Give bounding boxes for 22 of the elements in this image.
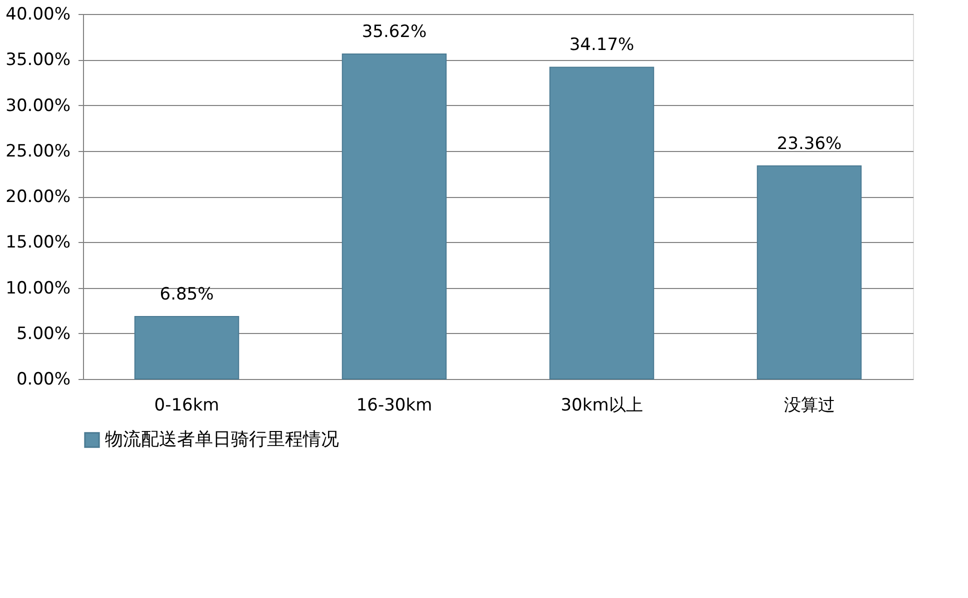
bar xyxy=(134,316,240,380)
data-label: 35.62% xyxy=(362,22,427,42)
x-tick-label: 没算过 xyxy=(784,396,835,416)
y-tick-label: 20.00% xyxy=(6,187,70,207)
x-tick-label: 16-30km xyxy=(356,396,432,416)
y-tick-label: 10.00% xyxy=(6,278,70,298)
data-label: 6.85% xyxy=(160,284,214,304)
y-tick-label: 15.00% xyxy=(6,232,70,253)
data-label: 23.36% xyxy=(776,134,842,154)
y-tick-label: 40.00% xyxy=(6,4,70,24)
y-tick-label: 0.00% xyxy=(16,370,70,390)
bar xyxy=(342,53,447,380)
y-tick-label: 5.00% xyxy=(16,324,70,344)
y-tick-label: 35.00% xyxy=(6,50,70,70)
data-label: 34.17% xyxy=(569,35,634,56)
legend-label: 物流配送者单日骑行里程情况 xyxy=(105,429,339,450)
y-tick-label: 25.00% xyxy=(6,141,70,162)
y-tick-label: 30.00% xyxy=(6,96,70,116)
bar xyxy=(549,66,654,380)
x-tick-label: 0-16km xyxy=(154,396,220,416)
bar xyxy=(756,165,862,380)
x-tick-label: 30km以上 xyxy=(560,396,643,416)
